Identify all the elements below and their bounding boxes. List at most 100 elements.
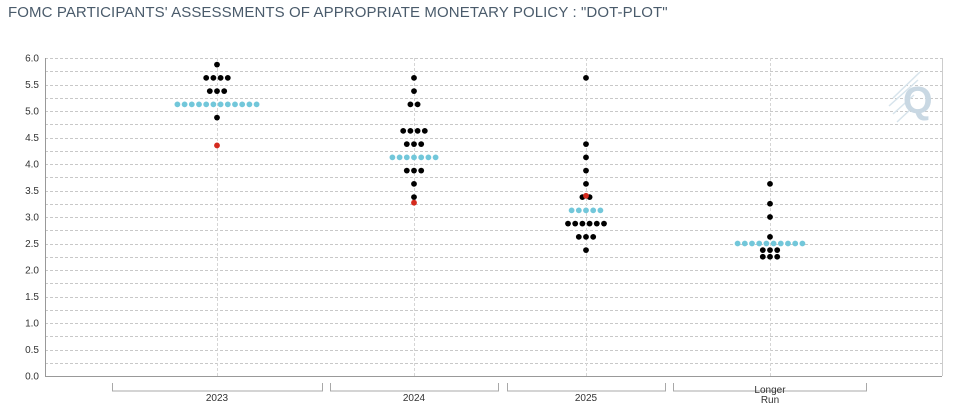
participant-dot — [774, 253, 781, 260]
highlighted-dot — [583, 192, 589, 199]
median-dot — [734, 240, 741, 247]
x-category-label: Longer — [754, 385, 786, 396]
x-category-label: 2024 — [403, 393, 426, 404]
dots — [174, 61, 806, 260]
y-tick-label: 6.0 — [25, 54, 39, 65]
median-dot — [770, 240, 777, 247]
median-dot — [785, 240, 791, 247]
participant-dot — [767, 180, 773, 187]
participant-dot — [407, 127, 414, 134]
participant-dot — [572, 220, 579, 227]
participant-dot — [403, 141, 410, 148]
participant-dot — [583, 74, 589, 81]
category-bracket — [330, 383, 499, 392]
median-dot — [181, 101, 188, 108]
participant-dot — [583, 180, 589, 187]
median-dot — [253, 101, 260, 108]
participant-dot — [418, 167, 425, 174]
y-tick-label: 0.5 — [25, 345, 39, 356]
chart-title: FOMC PARTICIPANTS' ASSESSMENTS OF APPROP… — [8, 4, 668, 21]
x-category-label: Run — [761, 395, 779, 406]
median-dot — [741, 240, 748, 247]
category-bracket — [112, 383, 323, 392]
participant-dot — [411, 74, 417, 81]
participant-dot — [774, 247, 781, 254]
highlighted-dot — [411, 199, 417, 206]
y-tick-label: 3.0 — [25, 213, 39, 224]
y-tick-label: 1.5 — [25, 292, 39, 303]
participant-dot — [583, 167, 589, 174]
participant-dot — [411, 167, 417, 174]
participant-dot — [767, 214, 773, 220]
median-dot — [799, 240, 806, 247]
median-dot — [196, 101, 202, 108]
highlighted-dot — [214, 142, 220, 149]
participant-dot — [583, 247, 589, 254]
participant-dot — [593, 220, 600, 227]
participant-dot — [217, 74, 224, 81]
median-dot — [246, 101, 253, 108]
participant-dot — [210, 74, 217, 81]
participant-dot — [214, 61, 220, 68]
participant-dot — [224, 74, 231, 81]
y-tick-label: 5.5 — [25, 80, 39, 91]
y-tick-label: 2.5 — [25, 239, 39, 250]
participant-dot — [203, 74, 210, 81]
median-dot — [575, 207, 582, 214]
x-category-label: 2023 — [206, 393, 229, 404]
median-dot — [763, 240, 770, 247]
participant-dot — [414, 127, 421, 134]
participant-dot — [214, 114, 220, 121]
participant-dot — [583, 233, 589, 240]
y-tick-label: 4.0 — [25, 160, 39, 171]
median-dot — [425, 154, 432, 161]
participant-dot — [601, 220, 607, 227]
median-dot — [590, 207, 597, 214]
participant-dot — [403, 167, 410, 174]
participant-dot — [767, 253, 773, 260]
participant-dot — [583, 141, 589, 148]
participant-dot — [565, 220, 571, 227]
median-dot — [174, 101, 181, 108]
participant-dot — [418, 141, 425, 148]
median-dot — [188, 101, 195, 108]
median-dot — [232, 101, 238, 108]
median-dot — [432, 154, 439, 161]
y-tick-label: 4.5 — [25, 133, 39, 144]
median-dot — [792, 240, 799, 247]
participant-dot — [759, 253, 766, 260]
axes — [45, 58, 943, 377]
participant-dot — [407, 101, 414, 108]
median-dot — [217, 101, 224, 108]
participant-dot — [411, 141, 417, 148]
median-dot — [756, 240, 763, 247]
participant-dot — [767, 247, 773, 254]
category-bracket — [673, 383, 867, 392]
participant-dot — [411, 194, 417, 201]
category-bracket — [507, 383, 666, 392]
median-dot — [403, 154, 410, 161]
participant-dot — [411, 180, 417, 187]
median-dot — [418, 154, 425, 161]
participant-dot — [767, 233, 773, 240]
participant-dot — [421, 127, 428, 134]
participant-dot — [206, 88, 213, 95]
median-dot — [568, 207, 575, 214]
participant-dot — [583, 154, 589, 161]
median-dot — [239, 101, 246, 108]
median-dot — [411, 154, 417, 161]
participant-dot — [579, 220, 586, 227]
q-logo-icon: Q — [888, 71, 933, 123]
median-dot — [396, 154, 403, 161]
y-tick-label: 0.0 — [25, 372, 39, 383]
y-tick-label: 2.0 — [25, 266, 39, 277]
participant-dot — [214, 88, 220, 95]
svg-text:Q: Q — [903, 80, 933, 122]
participant-dot — [759, 247, 766, 254]
participant-dot — [221, 88, 228, 95]
median-dot — [597, 207, 604, 214]
participant-dot — [411, 88, 417, 95]
y-tick-label: 3.5 — [25, 186, 39, 197]
x-category-label: 2025 — [575, 393, 598, 404]
